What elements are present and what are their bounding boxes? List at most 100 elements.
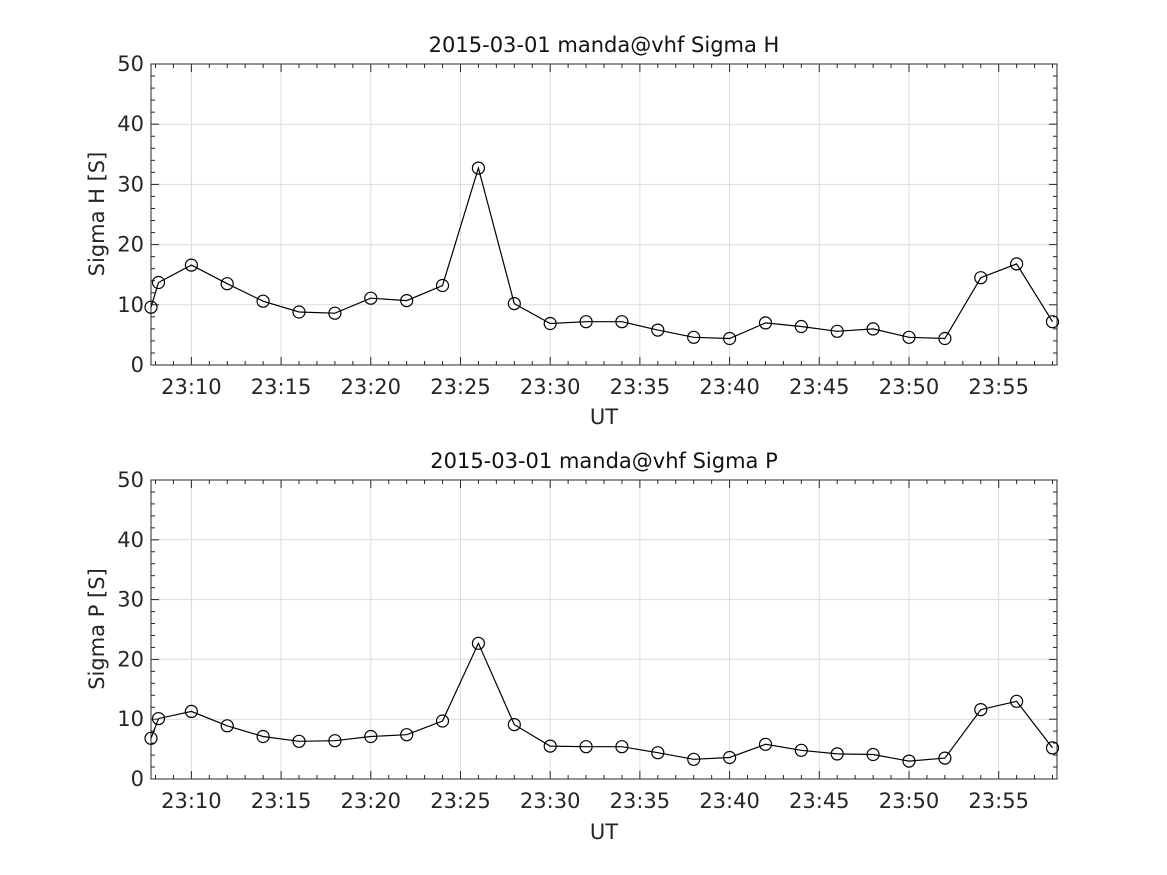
sigma-p-data-point bbox=[902, 754, 916, 768]
sigma-h-data-point bbox=[902, 330, 916, 344]
sigma-p-major-ticks bbox=[151, 479, 1057, 780]
sigma-p-data-point bbox=[471, 636, 485, 650]
sigma-p-title: 2015-03-01 manda@vhf Sigma P bbox=[430, 449, 778, 473]
sigma-p-series bbox=[144, 636, 1060, 768]
sigma-p-x-tick-label: 23:10 bbox=[161, 789, 222, 813]
sigma-p-x-tick-label: 23:30 bbox=[520, 789, 581, 813]
sigma-h-data-point bbox=[256, 294, 270, 308]
sigma-p-x-tick-label: 23:45 bbox=[789, 789, 850, 813]
sigma-h-x-tick-label: 23:45 bbox=[789, 375, 850, 399]
sigma-h-y-tick-labels: 0 10 20 30 40 50 bbox=[117, 52, 144, 377]
sigma-h-x-tick-label: 23:15 bbox=[251, 375, 312, 399]
sigma-p-x-tick-label: 23:20 bbox=[341, 789, 402, 813]
sigma-h-data-point bbox=[328, 306, 342, 320]
sigma-p-x-tick-label: 23:25 bbox=[430, 789, 491, 813]
sigma-h-minor-ticks bbox=[151, 64, 1057, 365]
sigma-h-data-point bbox=[938, 331, 952, 346]
sigma-p-data-point bbox=[184, 704, 198, 719]
sigma-p-x-axis-label: UT bbox=[590, 820, 618, 844]
sigma-h-x-tick-label: 23:40 bbox=[699, 375, 760, 399]
sigma-h-data-point bbox=[292, 305, 306, 319]
sigma-h-x-tick-label: 23:20 bbox=[341, 375, 402, 399]
sigma-h-gridlines bbox=[151, 64, 1057, 365]
sigma-h-data-point bbox=[435, 278, 450, 293]
sigma-h-data-point bbox=[866, 322, 880, 336]
sigma-h-y-tick-label: 0 bbox=[131, 353, 144, 377]
sigma-p-data-point bbox=[579, 740, 593, 754]
sigma-p-data-point bbox=[144, 731, 158, 745]
sigma-h-x-tick-label: 23:25 bbox=[430, 375, 491, 399]
sigma-p-x-tick-label: 23:40 bbox=[699, 789, 760, 813]
sigma-h-data-point bbox=[758, 316, 773, 330]
sigma-h-x-tick-label: 23:10 bbox=[161, 375, 222, 399]
sigma-h-x-tick-label: 23:35 bbox=[610, 375, 671, 399]
sigma-p-y-tick-label: 40 bbox=[117, 528, 144, 552]
sigma-p-y-tick-label: 10 bbox=[117, 707, 144, 731]
sigma-h-y-tick-label: 40 bbox=[117, 112, 144, 136]
sigma-h-data-point bbox=[687, 330, 701, 344]
sigma-p-data-point bbox=[722, 750, 737, 765]
sigma-h-data-point bbox=[507, 297, 521, 311]
sigma-h-data-point bbox=[1045, 315, 1060, 329]
sigma-p-data-point bbox=[830, 747, 844, 761]
sigma-p-x-tick-label: 23:35 bbox=[610, 789, 671, 813]
sigma-h-data-point bbox=[794, 319, 808, 334]
sigma-p-minor-ticks bbox=[151, 480, 1057, 779]
sigma-h-data-point bbox=[184, 258, 198, 272]
sigma-p-data-point bbox=[364, 729, 378, 744]
sigma-p-data-point bbox=[1045, 741, 1060, 755]
sigma-p-data-point bbox=[543, 739, 557, 753]
sigma-h-x-tick-labels: 23:10 23:15 23:20 23:25 23:30 23:35 23:40 23:45… bbox=[161, 375, 1029, 399]
sigma-h-plot-area bbox=[150, 63, 1058, 366]
sigma-p-data-point bbox=[220, 719, 234, 733]
sigma-p-y-tick-label: 50 bbox=[117, 468, 144, 492]
sigma-h-x-tick-label: 23:50 bbox=[879, 375, 940, 399]
sigma-h-data-point bbox=[974, 271, 988, 285]
sigma-p-data-point bbox=[400, 728, 414, 742]
sigma-h-y-axis-label: Sigma H [S] bbox=[85, 152, 109, 277]
sigma-h-data-point bbox=[471, 161, 485, 175]
sigma-h-data-point bbox=[364, 291, 378, 305]
sigma-p-y-tick-label: 30 bbox=[117, 588, 144, 612]
sigma-h-major-ticks bbox=[151, 63, 1057, 366]
sigma-h-data-point bbox=[722, 331, 737, 346]
sigma-p-data-point bbox=[615, 740, 629, 754]
sigma-p-data-point bbox=[328, 734, 342, 748]
sigma-h-data-point bbox=[220, 277, 234, 291]
sigma-h-series bbox=[144, 161, 1060, 346]
sigma-h-data-point bbox=[651, 323, 665, 337]
sigma-p-x-tick-labels: 23:10 23:15 23:20 23:25 23:30 23:35 23:40 23:45… bbox=[161, 789, 1029, 813]
sigma-p-data-point bbox=[151, 711, 166, 726]
sigma-h-series-line bbox=[150, 165, 1054, 340]
sigma-h-y-tick-label: 10 bbox=[117, 293, 144, 317]
sigma-h-data-point bbox=[1009, 257, 1024, 271]
sigma-p-x-tick-label: 23:15 bbox=[251, 789, 312, 813]
sigma-p-plot-area bbox=[150, 479, 1058, 780]
sigma-h-y-tick-label: 20 bbox=[117, 233, 144, 257]
sigma-h-data-point bbox=[151, 275, 166, 290]
sigma-p-y-tick-label: 0 bbox=[131, 767, 144, 791]
sigma-h-title: 2015-03-01 manda@vhf Sigma H bbox=[429, 33, 780, 57]
sigma-p-data-point bbox=[256, 729, 270, 744]
sigma-h-data-point bbox=[144, 300, 158, 314]
sigma-h-data-point bbox=[400, 294, 414, 308]
sigma-p-data-point bbox=[974, 702, 988, 717]
sigma-h-x-tick-label: 23:30 bbox=[520, 375, 581, 399]
sigma-p-data-point bbox=[651, 746, 665, 760]
sigma-h-y-tick-label: 30 bbox=[117, 172, 144, 196]
sigma-p-y-axis-label: Sigma P [S] bbox=[85, 568, 109, 690]
sigma-h-data-point bbox=[543, 316, 557, 331]
sigma-h-x-tick-label: 23:55 bbox=[968, 375, 1029, 399]
sigma-h-data-point bbox=[579, 315, 593, 329]
sigma-p-y-tick-labels: 0 10 20 30 40 50 bbox=[117, 468, 144, 791]
sigma-p-data-point bbox=[1009, 694, 1024, 708]
sigma-p-data-point bbox=[687, 752, 701, 766]
sigma-p-y-tick-label: 20 bbox=[117, 647, 144, 671]
sigma-h-y-tick-label: 50 bbox=[117, 52, 144, 76]
sigma-p-data-point bbox=[292, 734, 306, 748]
sigma-p-series-line bbox=[150, 641, 1053, 762]
sigma-h-data-point bbox=[615, 315, 629, 329]
